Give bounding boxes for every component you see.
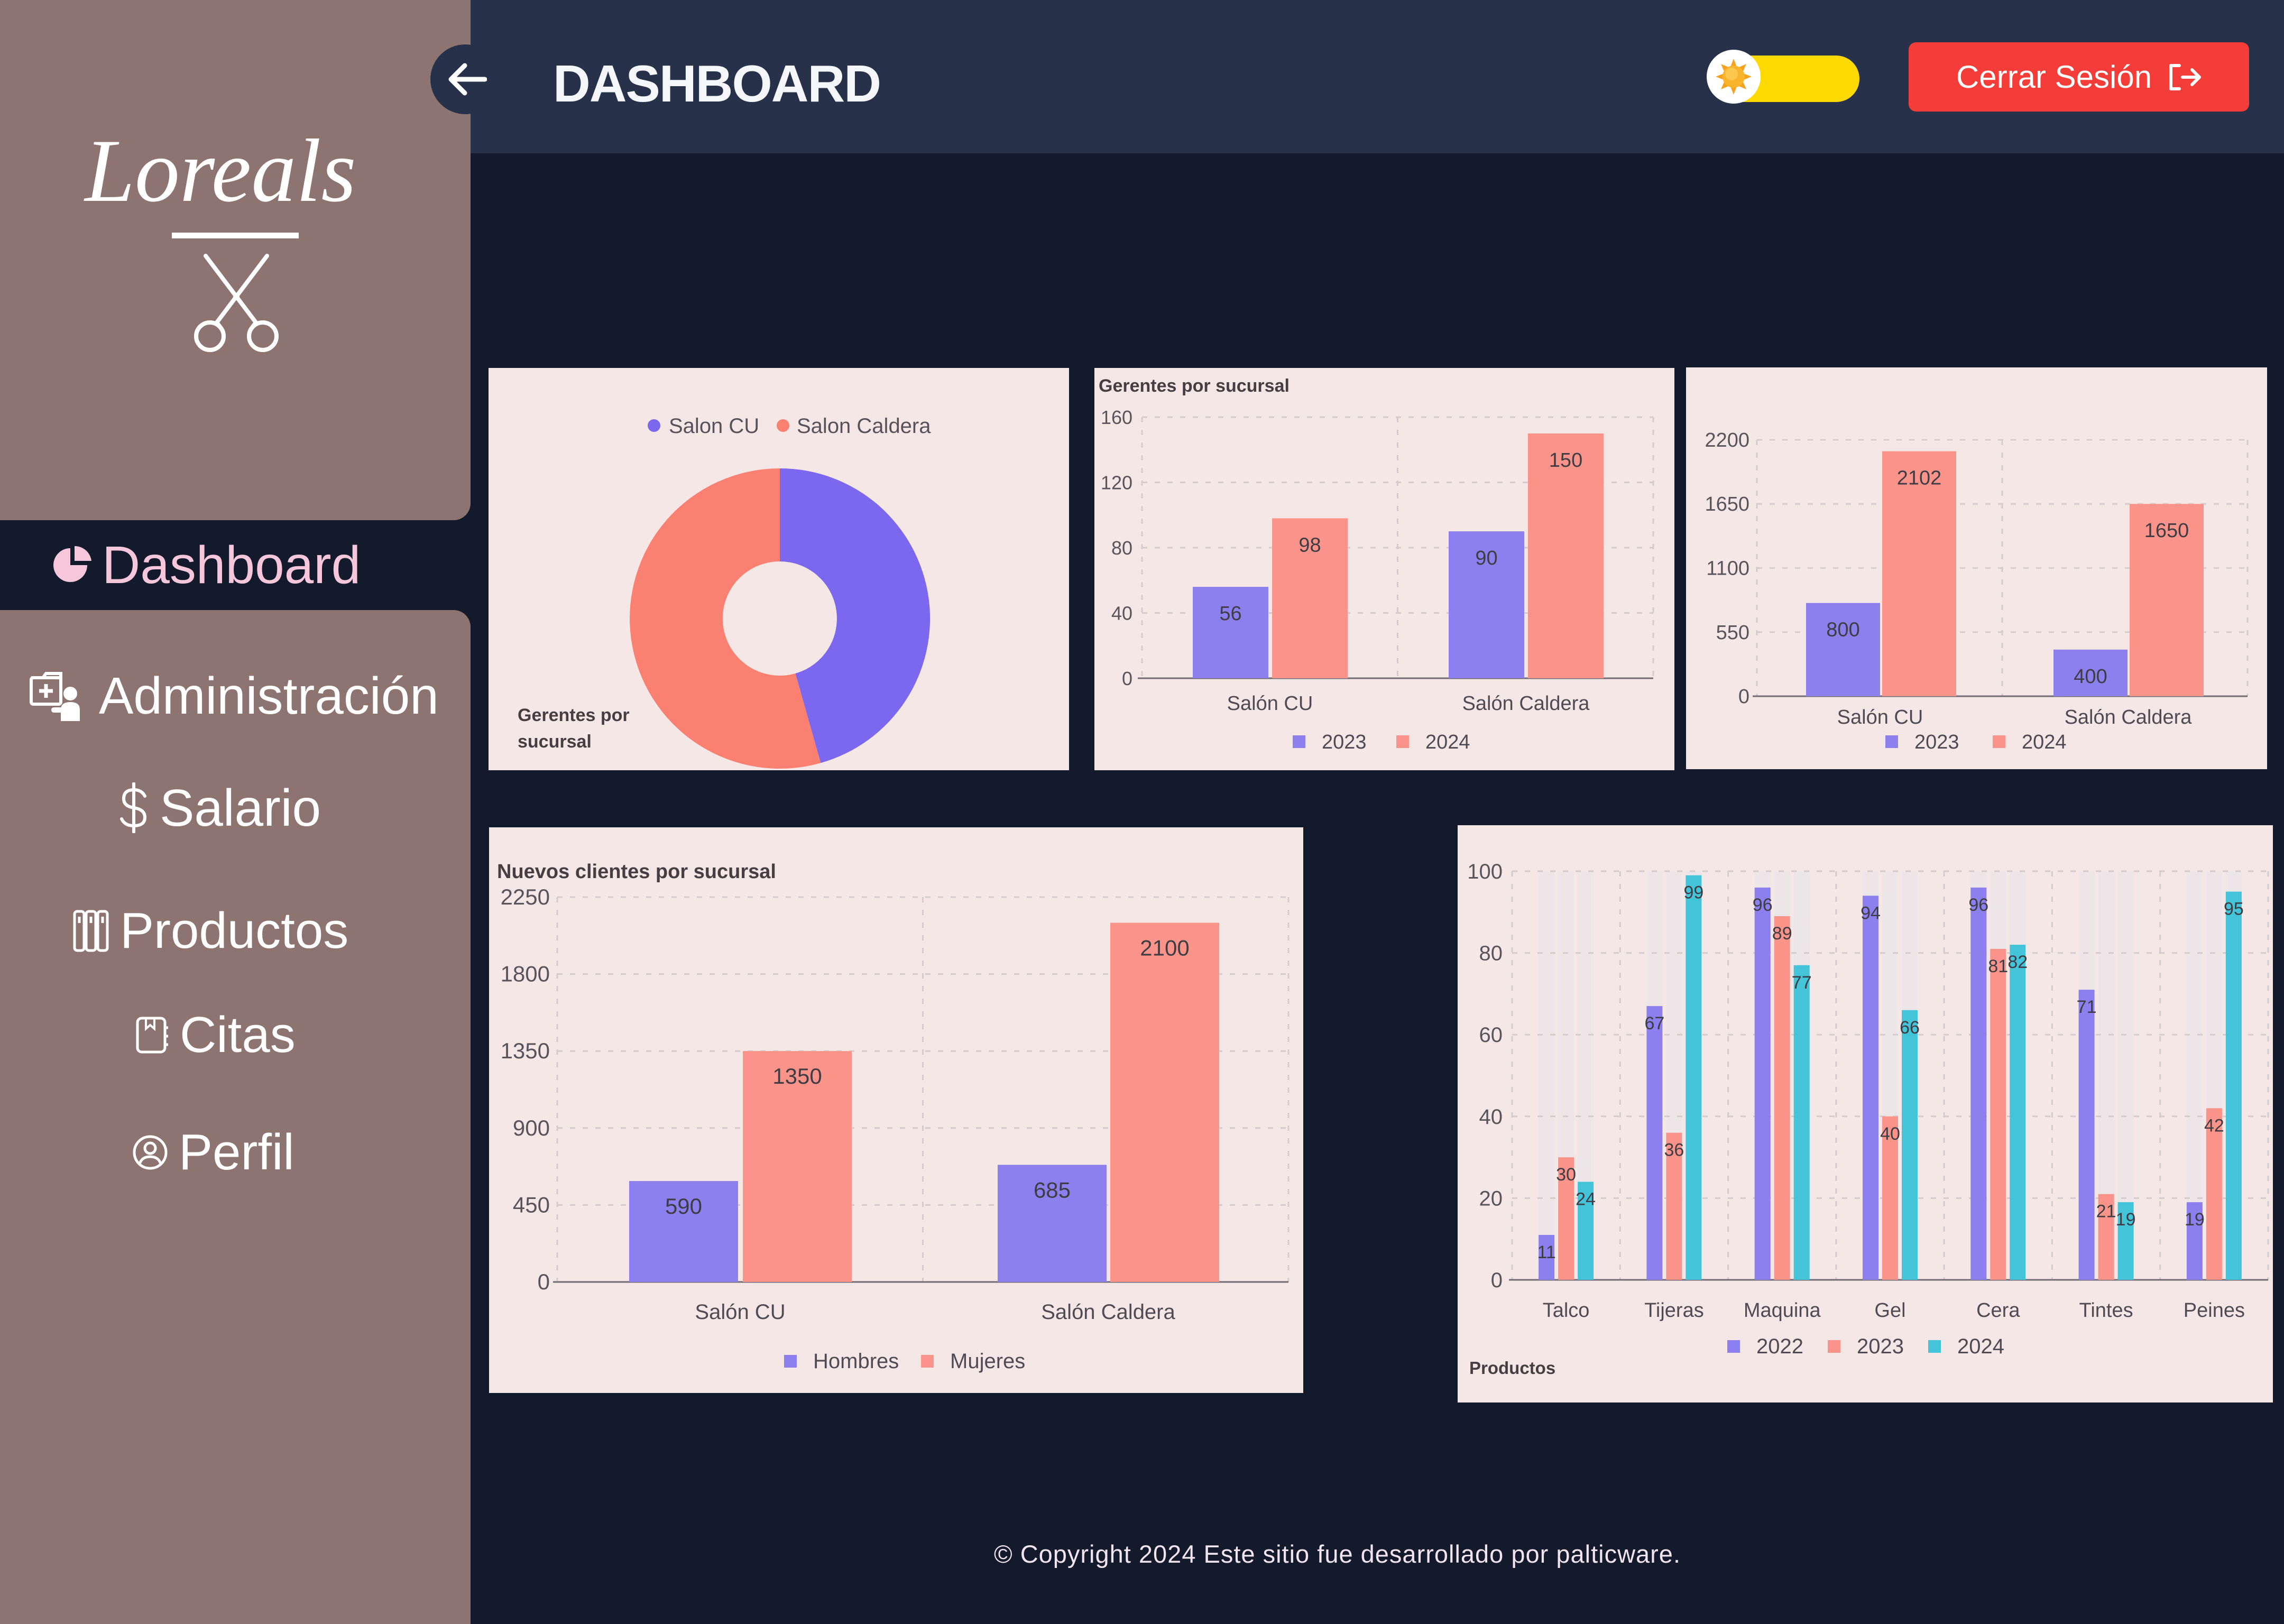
svg-text:Gel: Gel [1874, 1299, 1905, 1322]
svg-text:160: 160 [1101, 407, 1132, 428]
svg-text:89: 89 [1772, 924, 1792, 944]
svg-text:77: 77 [1792, 973, 1812, 993]
svg-text:900: 900 [513, 1115, 550, 1140]
svg-text:Nuevos clientes por sucursal: Nuevos clientes por sucursal [497, 861, 776, 883]
svg-text:1350: 1350 [501, 1038, 550, 1063]
svg-text:66: 66 [1900, 1018, 1920, 1038]
svg-text:590: 590 [665, 1194, 702, 1219]
svg-text:Salón CU: Salón CU [1837, 706, 1923, 728]
svg-text:98: 98 [1298, 534, 1321, 556]
svg-text:30: 30 [1556, 1165, 1576, 1185]
svg-text:96: 96 [1968, 895, 1988, 915]
svg-text:2200: 2200 [1705, 429, 1749, 451]
svg-text:2100: 2100 [1140, 936, 1189, 961]
svg-text:2024: 2024 [2022, 731, 2067, 753]
svg-text:40: 40 [1111, 603, 1132, 624]
svg-text:1350: 1350 [772, 1064, 822, 1088]
svg-text:24: 24 [1576, 1189, 1596, 1210]
svg-text:1800: 1800 [501, 962, 550, 986]
svg-text:120: 120 [1101, 472, 1132, 494]
svg-text:82: 82 [2007, 952, 2028, 972]
svg-text:Productos: Productos [1469, 1358, 1555, 1378]
svg-text:Mujeres: Mujeres [950, 1350, 1025, 1373]
svg-text:0: 0 [1491, 1269, 1503, 1292]
svg-text:19: 19 [2116, 1210, 2136, 1230]
svg-text:Talco: Talco [1543, 1299, 1590, 1322]
svg-text:42: 42 [2204, 1115, 2224, 1136]
svg-text:Salon CU: Salon CU [669, 414, 759, 438]
svg-text:20: 20 [1479, 1187, 1503, 1210]
svg-text:56: 56 [1219, 603, 1241, 625]
svg-text:Tijeras: Tijeras [1644, 1299, 1704, 1322]
svg-text:40: 40 [1880, 1124, 1900, 1144]
svg-text:450: 450 [513, 1192, 550, 1217]
svg-text:2023: 2023 [1322, 731, 1367, 753]
svg-text:1650: 1650 [2144, 520, 2189, 542]
svg-text:2023: 2023 [1857, 1335, 1904, 1358]
svg-text:2024: 2024 [1425, 731, 1470, 753]
svg-text:Maquina: Maquina [1744, 1299, 1821, 1322]
svg-text:Tintes: Tintes [2079, 1299, 2133, 1322]
svg-text:2022: 2022 [1756, 1335, 1803, 1358]
svg-text:1650: 1650 [1705, 493, 1749, 515]
svg-text:Salon Caldera: Salon Caldera [797, 414, 931, 438]
svg-text:11: 11 [1537, 1242, 1555, 1262]
svg-text:95: 95 [2224, 899, 2244, 919]
svg-text:0: 0 [1738, 686, 1749, 708]
svg-text:2023: 2023 [1914, 731, 1959, 753]
svg-text:94: 94 [1861, 903, 1881, 923]
svg-text:0: 0 [1122, 668, 1132, 689]
svg-text:Salón Caldera: Salón Caldera [1462, 693, 1590, 715]
svg-text:2102: 2102 [1897, 467, 1942, 490]
svg-text:1100: 1100 [1706, 558, 1749, 580]
svg-text:40: 40 [1479, 1105, 1503, 1129]
svg-text:Gerentes por sucursal: Gerentes por sucursal [1099, 376, 1290, 396]
svg-text:81: 81 [1988, 956, 2008, 976]
svg-text:80: 80 [1111, 537, 1132, 559]
svg-text:21: 21 [2096, 1202, 2116, 1222]
svg-text:550: 550 [1716, 622, 1749, 644]
svg-text:Salón CU: Salón CU [1227, 693, 1313, 715]
svg-text:100: 100 [1467, 860, 1503, 883]
svg-text:36: 36 [1664, 1140, 1684, 1160]
svg-text:2250: 2250 [501, 884, 550, 909]
svg-text:60: 60 [1479, 1023, 1503, 1047]
svg-text:71: 71 [2077, 997, 2097, 1017]
svg-text:Hombres: Hombres [813, 1350, 899, 1373]
svg-text:99: 99 [1683, 883, 1703, 903]
svg-text:96: 96 [1753, 895, 1773, 915]
svg-text:80: 80 [1479, 942, 1503, 965]
svg-text:685: 685 [1034, 1177, 1071, 1202]
svg-text:Salón Caldera: Salón Caldera [1041, 1300, 1175, 1324]
svg-text:150: 150 [1549, 449, 1582, 472]
svg-text:90: 90 [1475, 547, 1497, 569]
svg-text:0: 0 [538, 1269, 550, 1294]
svg-text:Salón Caldera: Salón Caldera [2065, 706, 2193, 728]
svg-text:Salón CU: Salón CU [695, 1300, 785, 1324]
svg-text:Peines: Peines [2184, 1299, 2245, 1322]
svg-text:Gerentes por: Gerentes por [518, 705, 630, 725]
svg-text:400: 400 [2074, 666, 2107, 688]
svg-text:sucursal: sucursal [518, 732, 592, 752]
svg-text:Cera: Cera [1976, 1299, 2020, 1322]
svg-text:2024: 2024 [1957, 1335, 2004, 1358]
svg-text:67: 67 [1644, 1013, 1664, 1034]
svg-text:800: 800 [1826, 619, 1859, 641]
svg-text:19: 19 [2185, 1210, 2205, 1230]
